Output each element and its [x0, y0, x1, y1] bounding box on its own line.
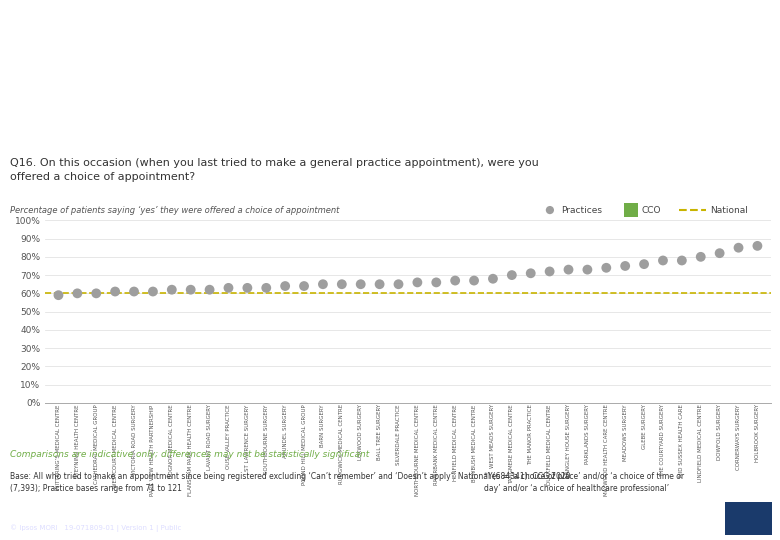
Text: National: National [710, 206, 748, 214]
Point [675, 256, 688, 265]
Point [354, 280, 367, 288]
Point [279, 282, 292, 291]
Point [317, 280, 329, 288]
Point [374, 280, 386, 288]
Point [657, 256, 669, 265]
Point [204, 285, 216, 294]
Point [732, 244, 745, 252]
Point [430, 278, 442, 287]
Point [260, 284, 272, 292]
Point [468, 276, 480, 285]
Point [544, 267, 556, 276]
Point [619, 262, 632, 271]
Bar [725, 502, 772, 535]
Text: Ipsos MORI
Social Research Institute: Ipsos MORI Social Research Institute [10, 509, 133, 530]
Point [487, 274, 499, 283]
Point [600, 264, 612, 272]
Point [562, 265, 575, 274]
Point [90, 289, 102, 298]
Point [714, 249, 726, 258]
Point [449, 276, 462, 285]
Point [128, 287, 140, 296]
Point [694, 253, 707, 261]
Point [298, 282, 310, 291]
Point [638, 260, 651, 268]
Point [165, 285, 178, 294]
Text: 30: 30 [381, 511, 399, 525]
Point [581, 265, 594, 274]
Text: Comparisons are indicative only; differences may not be statistically significan: Comparisons are indicative only; differe… [10, 450, 370, 459]
Text: © Ipsos MORI   19-071809-01 | Version 1 | Public: © Ipsos MORI 19-071809-01 | Version 1 | … [10, 524, 182, 532]
Point [241, 284, 254, 292]
Point [411, 278, 424, 287]
Bar [624, 203, 638, 217]
Text: CCO: CCO [642, 206, 661, 214]
Text: Practices: Practices [562, 206, 603, 214]
Point [505, 271, 518, 279]
Text: Percentage of patients saying ‘yes’ they were offered a choice of appointment: Percentage of patients saying ‘yes’ they… [10, 206, 339, 214]
Point [335, 280, 348, 288]
Point [184, 285, 197, 294]
Point [524, 269, 537, 278]
Point [751, 241, 764, 250]
Point [52, 291, 65, 300]
Text: Q16. On this occasion (when you last tried to make a general practice appointmen: Q16. On this occasion (when you last tri… [10, 159, 539, 181]
Point [109, 287, 122, 296]
Point [71, 289, 83, 298]
Text: Choice of appointment:
how the CCG’s practices compare: Choice of appointment: how the CCG’s pra… [10, 45, 405, 90]
Text: Base: All who tried to make an appointment since being registered excluding ‘Can: Base: All who tried to make an appointme… [10, 471, 571, 493]
Point [392, 280, 405, 288]
Point [222, 284, 235, 292]
Point [147, 287, 159, 296]
Text: *Yes = ‘a choice of place’ and/or ‘a choice of time or
day’ and/or ‘a choice of : *Yes = ‘a choice of place’ and/or ‘a cho… [484, 471, 684, 493]
